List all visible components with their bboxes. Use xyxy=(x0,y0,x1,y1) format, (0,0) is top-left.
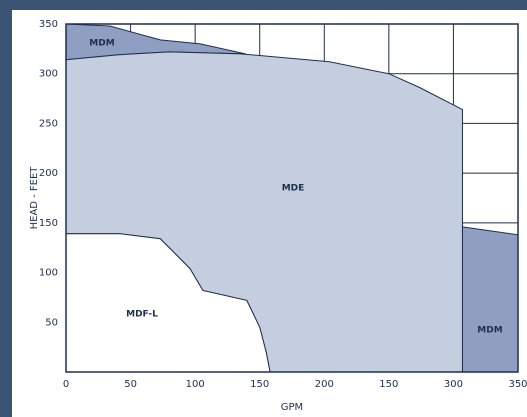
y-tick-label: 200 xyxy=(39,168,58,179)
y-tick-label: 100 xyxy=(39,268,58,279)
region-label: MDE xyxy=(282,184,305,194)
y-tick-label: 50 xyxy=(45,317,58,328)
y-tick-label: 300 xyxy=(39,69,58,80)
y-axis-label: HEAD - FEET xyxy=(29,166,40,230)
y-tick-label: 250 xyxy=(39,118,58,129)
region-label: MDM xyxy=(89,39,114,49)
region xyxy=(461,226,519,373)
x-tick-label: 200 xyxy=(315,379,334,390)
x-tick-label: 300 xyxy=(444,379,463,390)
y-tick-label: 150 xyxy=(39,218,58,229)
y-tick-label: 350 xyxy=(39,19,58,30)
x-tick-label: 50 xyxy=(124,379,137,390)
region-label: MDM xyxy=(477,326,502,336)
x-tick-label: 150 xyxy=(250,379,269,390)
x-tick-label: 350 xyxy=(508,379,527,390)
x-axis-label: GPM xyxy=(281,402,303,413)
plot-frame xyxy=(65,23,519,373)
x-tick-label: 100 xyxy=(186,379,205,390)
region-label: MDF-L xyxy=(126,310,158,320)
x-tick-label: 0 xyxy=(63,379,69,390)
x-tick-label: 150 xyxy=(379,379,398,390)
